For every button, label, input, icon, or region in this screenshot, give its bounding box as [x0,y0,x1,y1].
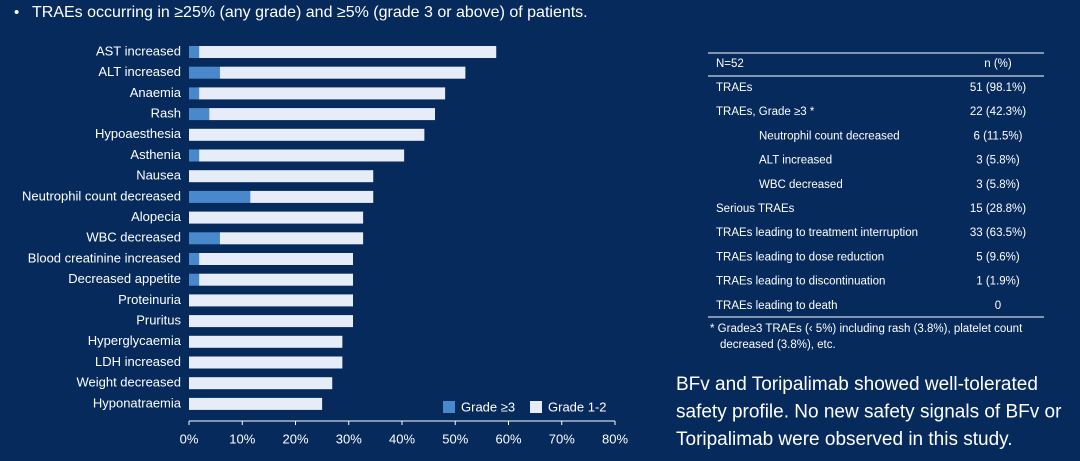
x-tick-label: 40% [389,431,415,446]
y-tick-label: Weight decreased [76,375,181,390]
x-tick-label: 30% [336,431,362,446]
bar-segment [189,170,374,183]
table-cell: 3 (5.8%) [976,155,1020,167]
x-tick-label: 50% [442,431,468,446]
x-tick-label: 60% [495,431,521,446]
y-tick-label: Alopecia [131,209,182,224]
bar-segment [189,66,220,79]
table-header: n (%) [984,58,1012,70]
x-tick-label: 80% [602,431,628,446]
table-header: N=52 [716,58,744,70]
bar-segment [189,149,200,162]
y-tick-label: Asthenia [130,147,181,162]
footnote: * Grade≥3 TRAEs (‹ 5%) including rash (3… [710,323,1023,335]
table-cell: 15 (28.8%) [970,203,1026,215]
table-cell: TRAEs leading to death [716,300,837,312]
table-cell: 51 (98.1%) [970,82,1026,94]
bar-segment [189,211,364,224]
bullet: • [14,4,19,21]
table-cell: 0 [995,300,1001,312]
y-tick-label: Blood creatinine increased [28,250,181,265]
table-cell: Neutrophil count decreased [759,130,900,142]
bar-segment [199,46,497,58]
table-cell: TRAEs leading to discontinuation [716,276,885,288]
table-cell: TRAEs, Grade ≥3 * [716,106,815,118]
legend-label: Grade ≥3 [461,399,515,414]
table-cell: 6 (11.5%) [973,130,1022,142]
y-tick-label: WBC decreased [86,230,181,245]
bar-segment [199,87,446,100]
y-tick-label: Pruritus [136,313,181,328]
legend-swatch [530,401,542,413]
table-cell: WBC decreased [759,179,843,191]
y-tick-label: Hyponatraemia [93,395,182,410]
bar-segment [189,253,200,265]
conclusion: safety profile. No new safety signals of… [676,402,1062,423]
x-tick-label: 20% [282,431,308,446]
bar-segment [189,356,343,369]
bar-segment [189,397,323,410]
table-cell: TRAEs leading to dose reduction [716,251,884,263]
y-tick-label: Rash [151,106,181,121]
bar-segment [189,232,220,245]
bar-segment [219,232,364,245]
x-tick-label: 10% [229,431,255,446]
table-cell: TRAEs leading to treatment interruption [716,227,918,239]
bar-segment [250,190,374,203]
table-cell: Serious TRAEs [716,203,795,215]
y-tick-label: Proteinuria [118,292,182,307]
bar-segment [199,273,354,286]
y-tick-label: LDH increased [95,354,181,369]
bar-segment [189,335,343,348]
bar-segment [189,294,354,307]
table-cell: 5 (9.6%) [976,251,1020,263]
y-tick-label: Hyperglycaemia [88,333,182,348]
table-cell: 3 (5.8%) [976,179,1020,191]
y-tick-label: Neutrophil count decreased [22,188,181,203]
conclusion: Toripalimab were observed in this study. [676,429,1013,450]
y-tick-label: AST increased [96,43,181,58]
bar-segment [189,273,200,286]
bar-segment [189,87,200,100]
footnote: decreased (3.8%), etc. [720,339,836,351]
y-tick-label: ALT increased [98,64,181,79]
legend-swatch [443,401,455,413]
conclusion: BFv and Toripalimab showed well-tolerate… [676,374,1038,395]
y-tick-label: Anaemia [130,85,182,100]
x-tick-label: 70% [549,431,575,446]
y-tick-label: Nausea [136,168,182,183]
y-tick-label: Decreased appetite [68,271,181,286]
x-tick-label: 0% [180,431,199,446]
bar-segment [189,377,333,390]
bar-segment [219,66,466,79]
bar-segment [199,149,405,162]
legend-label: Grade 1-2 [548,399,607,414]
header-text: TRAEs occurring in ≥25% (any grade) and … [32,4,588,21]
bar-segment [189,190,251,203]
bar-segment [189,46,200,58]
bar-segment [199,253,354,265]
table-cell: TRAEs [716,82,753,94]
table-cell: ALT increased [759,155,832,167]
bar-segment [209,108,436,121]
bar-segment [189,315,354,328]
table-cell: 22 (42.3%) [970,106,1026,118]
y-tick-label: Hypoaesthesia [95,126,182,141]
bar-segment [189,108,210,121]
table-cell: 33 (63.5%) [970,227,1026,239]
table-cell: 1 (1.9%) [976,276,1020,288]
bar-segment [189,128,425,141]
